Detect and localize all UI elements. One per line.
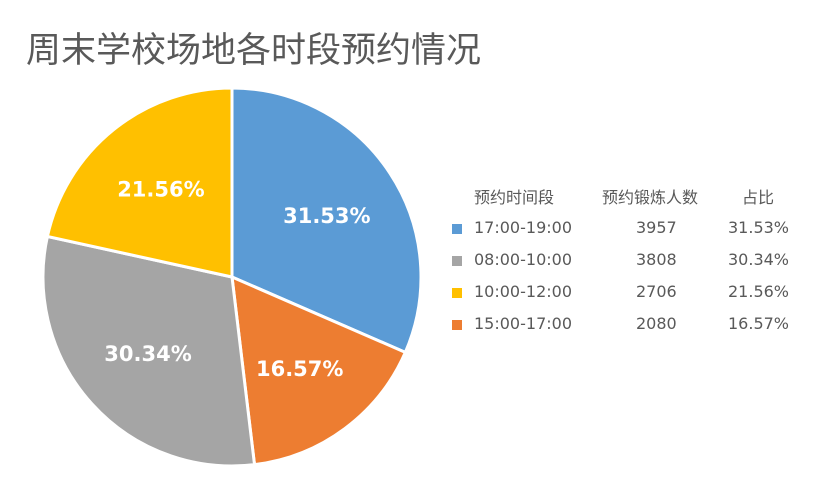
pie-slice xyxy=(45,86,234,279)
legend-pct: 21.56% xyxy=(728,282,790,301)
legend-header-period: 预约时间段 xyxy=(474,188,555,207)
legend-pct: 16.57% xyxy=(728,314,790,333)
slice-label: 16.57% xyxy=(256,357,343,381)
legend-header-count: 预约锻炼人数 xyxy=(602,188,699,207)
legend-period: 08:00-10:00 xyxy=(474,250,572,269)
legend-swatch xyxy=(452,320,462,330)
legend-row: 10:00-12:00 2706 21.56% xyxy=(452,282,812,306)
legend-period: 10:00-12:00 xyxy=(474,282,572,301)
slice-label: 21.56% xyxy=(117,178,204,202)
legend-count: 3957 xyxy=(636,218,677,237)
legend-count: 3808 xyxy=(636,250,677,269)
legend-header-pct: 占比 xyxy=(742,188,775,207)
pie-slice xyxy=(41,234,257,468)
slice-label: 31.53% xyxy=(283,204,370,228)
slice-label: 30.34% xyxy=(104,342,191,366)
legend-period: 15:00-17:00 xyxy=(474,314,572,333)
legend-period: 17:00-19:00 xyxy=(474,218,572,237)
legend-count: 2080 xyxy=(636,314,677,333)
chart-title: 周末学校场地各时段预约情况 xyxy=(26,31,482,71)
pie-slice xyxy=(230,86,423,355)
legend-row: 15:00-17:00 2080 16.57% xyxy=(452,314,812,338)
legend-row: 17:00-19:00 3957 31.53% xyxy=(452,218,812,242)
legend-pct: 31.53% xyxy=(728,218,790,237)
legend-swatch xyxy=(452,256,462,266)
legend-row: 08:00-10:00 3808 30.34% xyxy=(452,250,812,274)
legend-swatch xyxy=(452,224,462,234)
pie-slice xyxy=(230,274,408,467)
legend-count: 2706 xyxy=(636,282,677,301)
legend-swatch xyxy=(452,288,462,298)
legend-pct: 30.34% xyxy=(728,250,790,269)
